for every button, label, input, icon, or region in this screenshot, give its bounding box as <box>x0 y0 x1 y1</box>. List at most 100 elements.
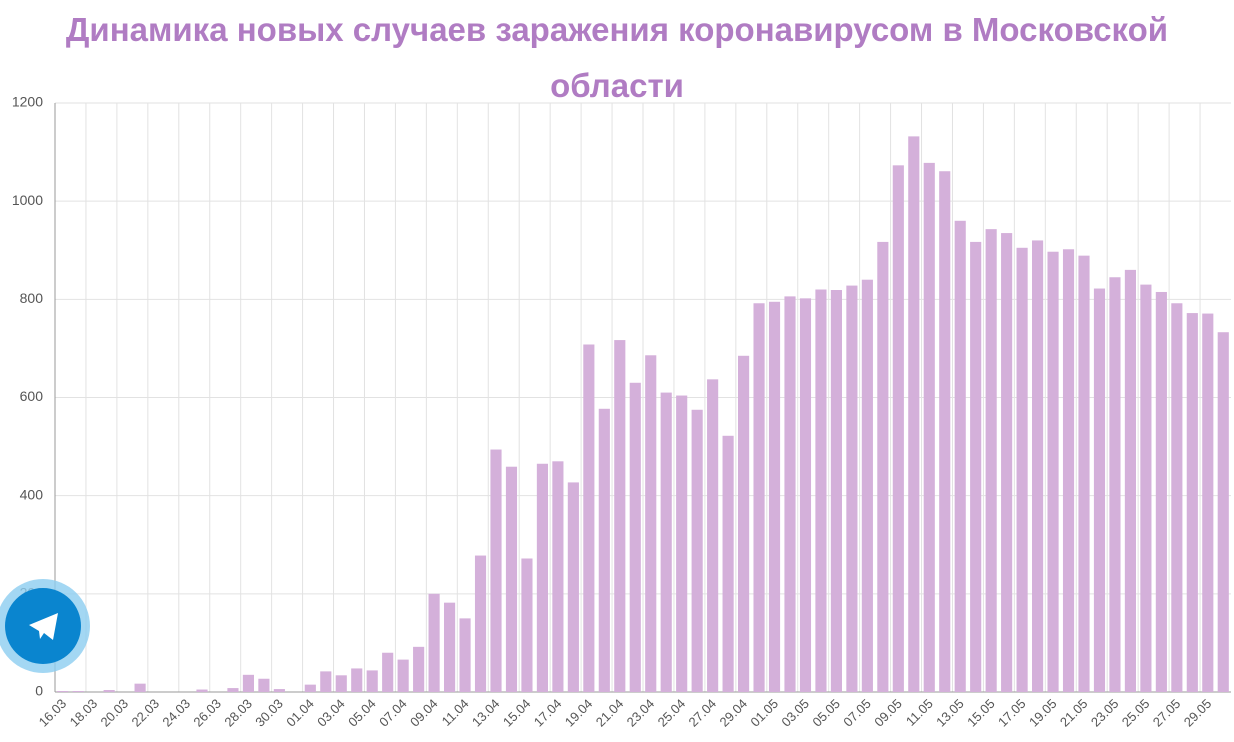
bar <box>877 241 889 693</box>
bar <box>552 461 564 692</box>
bar <box>1032 240 1044 692</box>
x-tick-label: 01.05 <box>747 696 781 730</box>
bar <box>768 301 781 692</box>
bar <box>799 298 812 692</box>
bar <box>196 689 208 692</box>
x-tick-label: 25.05 <box>1119 696 1153 730</box>
bar <box>258 678 270 692</box>
bar <box>382 652 394 692</box>
bar <box>536 463 548 692</box>
bar <box>428 593 440 692</box>
bar <box>366 670 378 692</box>
x-tick-label: 21.04 <box>593 696 627 730</box>
bar <box>1078 255 1090 692</box>
x-tick-label: 16.03 <box>36 696 70 730</box>
x-tick-label: 11.04 <box>439 696 472 729</box>
x-tick-label: 03.05 <box>778 696 812 730</box>
x-tick-label: 27.05 <box>1150 696 1184 730</box>
y-tick-label: 600 <box>20 388 44 404</box>
bar <box>304 684 316 692</box>
x-tick-label: 01.04 <box>283 696 317 730</box>
x-tick-label: 25.04 <box>655 696 689 730</box>
bar <box>614 340 626 692</box>
bar <box>1171 303 1183 692</box>
y-tick-label: 1000 <box>12 192 43 208</box>
bar <box>660 392 672 692</box>
y-tick-label: 400 <box>20 486 44 502</box>
x-tick-label: 09.05 <box>871 696 905 730</box>
bar <box>351 668 363 692</box>
bar <box>954 220 966 693</box>
bar <box>474 555 487 692</box>
bar <box>1016 247 1028 692</box>
bar <box>103 690 115 692</box>
x-tick-label: 17.05 <box>995 696 1029 730</box>
x-tick-label: 13.04 <box>469 696 503 730</box>
x-tick-label: 30.03 <box>252 696 286 730</box>
bar <box>397 659 409 692</box>
chart-title: Динамика новых случаев заражения коронав… <box>65 11 1169 104</box>
x-tick-label: 26.03 <box>190 696 224 730</box>
y-tick-label: 800 <box>20 290 44 306</box>
bar <box>970 241 982 693</box>
x-tick-label: 07.04 <box>376 696 410 730</box>
bar <box>753 303 765 692</box>
x-tick-label: 09.04 <box>407 696 441 730</box>
bar <box>923 162 935 693</box>
bar <box>335 675 347 692</box>
bar <box>57 691 69 692</box>
x-tick-label: 23.04 <box>624 696 658 730</box>
bar <box>1001 233 1013 692</box>
y-tick-label: 0 <box>35 683 43 699</box>
x-tick-label: 15.04 <box>500 696 534 730</box>
bar <box>908 136 920 693</box>
bar <box>815 289 827 692</box>
bar <box>1062 249 1075 693</box>
x-tick-label: 11.05 <box>903 696 936 729</box>
x-tick-label: 23.05 <box>1088 696 1122 730</box>
x-tick-label: 13.05 <box>933 696 967 730</box>
bar <box>707 379 719 692</box>
bar <box>629 382 641 692</box>
bar <box>939 171 951 692</box>
bar <box>738 355 750 692</box>
x-tick-label: 29.04 <box>717 696 751 730</box>
x-tick-label: 21.05 <box>1057 696 1091 730</box>
bar <box>1124 269 1136 692</box>
bar <box>1047 251 1059 692</box>
bar <box>490 449 502 692</box>
bar <box>1155 291 1167 692</box>
bar <box>691 409 703 692</box>
bar <box>846 285 858 692</box>
y-tick-label: 1200 <box>12 94 43 110</box>
bar <box>567 482 579 692</box>
x-tick-label: 27.04 <box>686 696 720 730</box>
bar <box>444 602 456 692</box>
x-tick-label: 03.04 <box>314 696 348 730</box>
bar <box>505 466 518 692</box>
x-tick-label: 07.05 <box>840 696 874 730</box>
bar <box>830 290 842 692</box>
x-tick-label: 24.03 <box>159 696 193 730</box>
x-tick-label: 18.03 <box>67 696 101 730</box>
bar <box>1186 313 1198 692</box>
bar <box>892 165 904 693</box>
x-tick-label: 05.05 <box>809 696 843 730</box>
bar <box>676 395 688 692</box>
bar <box>227 688 239 692</box>
bar <box>583 344 595 692</box>
x-tick-label: 05.04 <box>345 696 379 730</box>
bar <box>861 279 873 692</box>
bar <box>72 691 84 692</box>
bar <box>242 674 254 692</box>
bar <box>722 435 734 692</box>
bar <box>413 646 425 692</box>
telegram-button[interactable] <box>0 579 90 673</box>
bar <box>521 558 533 692</box>
x-tick-label: 19.04 <box>562 696 596 730</box>
x-tick-label: 15.05 <box>964 696 998 730</box>
x-tick-label: 17.04 <box>531 696 565 730</box>
bar <box>273 689 285 692</box>
